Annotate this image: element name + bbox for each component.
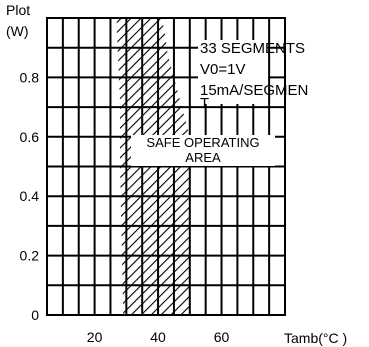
y-tick-label: 0.4 (20, 188, 40, 204)
safe-area-label-line2: AREA (185, 150, 221, 165)
annotation-line-3: 15mA/SEGMEN (200, 82, 308, 99)
y-tick-label: 0 (31, 307, 39, 323)
annotation-box (198, 40, 268, 104)
safe-operating-area (116, 18, 190, 315)
x-tick-label: 40 (150, 329, 166, 345)
x-tick-label: 60 (214, 329, 230, 345)
x-tick-labels: 20 40 60 (87, 329, 230, 345)
y-tick-labels: 0 0.2 0.4 0.6 0.8 (20, 69, 40, 323)
annotation-line-4: T (200, 95, 209, 112)
annotation-line-2: V0=1V (200, 61, 245, 78)
safe-area-label-line1: SAFE OPERATING (146, 135, 259, 150)
y-tick-label: 0.8 (20, 69, 40, 85)
y-axis-title-line1: Plot (6, 2, 30, 18)
annotation-line-1: 33 SEGMENTS (200, 40, 305, 57)
x-tick-label: 20 (87, 329, 103, 345)
plot-frame (46, 17, 286, 316)
y-tick-label: 0.2 (20, 248, 40, 264)
y-tick-label: 0.6 (20, 129, 40, 145)
y-axis-title-line2: (W) (6, 23, 29, 39)
safe-area-label-bg (131, 135, 275, 166)
x-axis-title: Tamb(°C ) (284, 330, 347, 346)
